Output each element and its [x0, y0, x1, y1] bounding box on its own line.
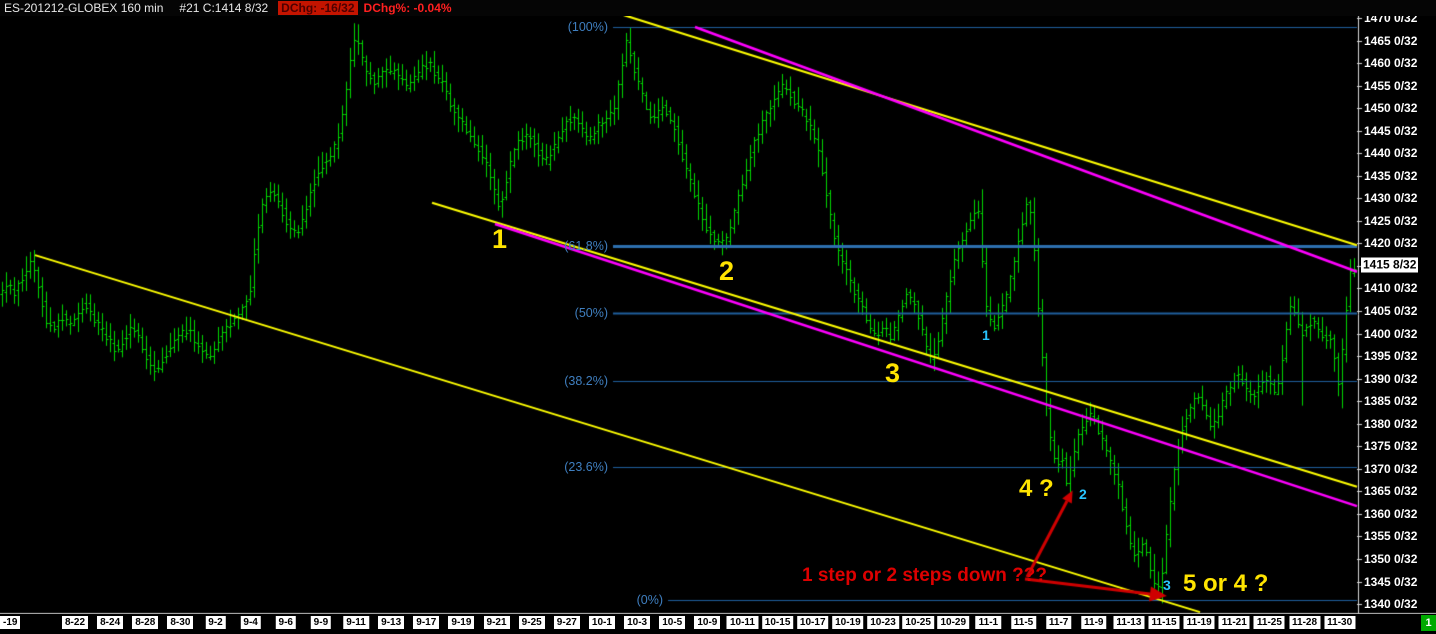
x-axis-label: 9-13 — [378, 616, 405, 629]
y-axis-label: 1455 0/32 — [1364, 78, 1418, 93]
y-axis-label: 1400 0/32 — [1364, 326, 1418, 341]
x-axis-label: 10-23 — [867, 616, 899, 629]
x-axis-label: 11-25 — [1253, 616, 1285, 629]
x-axis-label: 9-27 — [553, 616, 580, 629]
x-axis-label: 11-5 — [1010, 616, 1037, 629]
x-axis-label: 9-19 — [448, 616, 475, 629]
y-axis-label: 1385 0/32 — [1364, 394, 1418, 409]
x-axis-label: 10-29 — [937, 616, 970, 629]
subwave-annotation: 3 — [1163, 577, 1171, 593]
y-axis-label: 1460 0/32 — [1364, 56, 1418, 71]
x-axis-label: 11-13 — [1113, 616, 1145, 629]
y-axis-label: 1390 0/32 — [1364, 371, 1418, 386]
current-price-tag: 1415 8/32 — [1361, 257, 1419, 273]
x-axis-label: 9-17 — [413, 616, 440, 629]
y-axis-label: 1445 0/32 — [1364, 123, 1418, 138]
x-axis-label: 10-19 — [832, 616, 864, 629]
note-annotation: 1 step or 2 steps down ??? — [802, 565, 1047, 586]
page-number-badge[interactable]: 1 — [1421, 615, 1436, 631]
x-axis-label: 10-3 — [624, 616, 651, 629]
y-axis-label: 1360 0/32 — [1364, 506, 1418, 521]
x-axis-label: 9-2 — [205, 616, 226, 629]
fib-level-label: (38.2%) — [564, 374, 608, 389]
subwave-annotation: 1 — [982, 327, 990, 343]
x-axis-label: 10-25 — [902, 616, 934, 629]
wave-annotation: 4 ? — [1019, 475, 1054, 502]
x-axis-label: 9-21 — [483, 616, 510, 629]
y-axis-label: 1375 0/32 — [1364, 439, 1418, 454]
x-axis-label: 8-24 — [97, 616, 124, 629]
y-axis-label: 1370 0/32 — [1364, 461, 1418, 476]
y-axis-label: 1420 0/32 — [1364, 236, 1418, 251]
fib-level-label: (0%) — [636, 592, 663, 607]
wave-annotation: 3 — [885, 358, 901, 388]
y-axis-label: 1405 0/32 — [1364, 304, 1418, 319]
bar-close-info: #21 C:1414 8/32 — [179, 1, 269, 15]
y-axis-label: 1465 0/32 — [1364, 33, 1418, 48]
y-axis-label: 1410 0/32 — [1364, 281, 1418, 296]
x-axis-label: 11-9 — [1081, 616, 1107, 629]
y-axis-label: 1430 0/32 — [1364, 191, 1418, 206]
x-axis-label: 9-4 — [240, 616, 261, 629]
x-axis-label: 10-1 — [588, 616, 615, 629]
subwave-annotation: 2 — [1079, 486, 1087, 502]
x-axis-label: -19 — [0, 616, 21, 629]
x-axis-label: 10-5 — [659, 616, 686, 629]
daily-change-percent: DChg%: -0.04% — [363, 1, 452, 15]
x-axis-label: 11-19 — [1183, 616, 1215, 629]
x-axis-label: 11-1 — [975, 616, 1002, 629]
y-axis-label: 1355 0/32 — [1364, 529, 1418, 544]
x-axis-label: 11-15 — [1148, 616, 1180, 629]
x-axis-label: 8-22 — [61, 616, 89, 629]
y-axis-label: 1340 0/32 — [1364, 597, 1418, 612]
y-axis-label: 1395 0/32 — [1364, 349, 1418, 364]
y-axis-label: 1365 0/32 — [1364, 484, 1418, 499]
x-axis-label: 11-30 — [1324, 616, 1356, 629]
x-axis-label: 11-28 — [1289, 616, 1321, 629]
x-axis-label: 10-11 — [726, 616, 758, 629]
fib-level-label: (50%) — [574, 306, 608, 321]
wave-annotation: 5 or 4 ? — [1183, 570, 1269, 597]
y-axis-label: 1345 0/32 — [1364, 574, 1418, 589]
x-axis-label: 9-6 — [275, 616, 296, 629]
y-axis-label: 1435 0/32 — [1364, 168, 1418, 183]
fib-level-label: (100%) — [567, 19, 608, 34]
daily-change-badge: DChg: -16/32 — [278, 1, 358, 15]
x-axis-label: 8-30 — [167, 616, 194, 629]
x-axis-label: 11-7 — [1045, 616, 1072, 629]
x-axis-label: 10-15 — [761, 616, 794, 629]
x-axis-label: 9-11 — [343, 616, 369, 629]
wave-annotation: 1 — [492, 224, 508, 254]
x-axis-label: 8-28 — [132, 616, 159, 629]
x-axis-label: 9-25 — [518, 616, 545, 629]
y-axis-label: 1425 0/32 — [1364, 213, 1418, 228]
title-bar: ES-201212-GLOBEX 160 min #21 C:1414 8/32… — [0, 0, 1436, 16]
symbol-title: ES-201212-GLOBEX 160 min — [4, 1, 164, 15]
x-axis-label: 9-9 — [310, 616, 332, 629]
x-axis-label: 10-9 — [694, 616, 721, 629]
wave-annotation: 2 — [719, 256, 735, 286]
y-axis-label: 1450 0/32 — [1364, 101, 1418, 116]
y-axis-label: 1440 0/32 — [1364, 146, 1418, 161]
fib-level-label: (61.8%) — [564, 238, 608, 253]
x-axis-label: 10-17 — [796, 616, 829, 629]
y-axis-label: 1380 0/32 — [1364, 416, 1418, 431]
y-axis-label: 1350 0/32 — [1364, 551, 1418, 566]
fib-level-label: (23.6%) — [564, 459, 608, 474]
x-axis-label: 11-21 — [1218, 616, 1250, 629]
